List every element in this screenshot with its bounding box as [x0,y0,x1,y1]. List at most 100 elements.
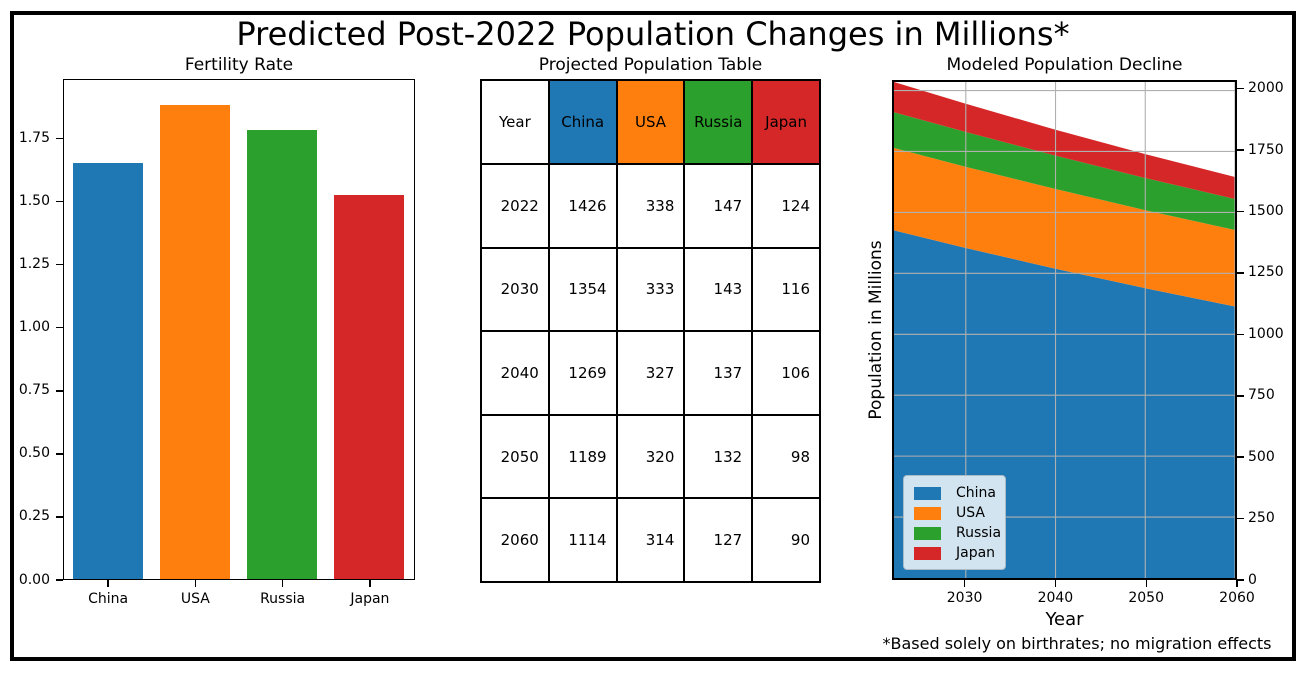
y-tick-mark [1237,272,1244,274]
table-header-year: Year [480,79,550,165]
x-tick-mark [1054,580,1057,587]
y-tick-label: 2000 [1248,80,1284,97]
y-tick-mark [1237,333,1244,335]
table-header-japan: Japan [751,79,821,165]
x-tick-mark [963,580,966,587]
table-cell: 333 [615,246,686,333]
table-cell: 1269 [547,330,618,416]
bar-usa [159,104,230,579]
legend-item-japan: Japan [914,543,1005,563]
legend-color-usa [914,506,941,520]
footnote: *Based solely on birthrates; no migratio… [882,634,1272,653]
fertility-bar-chart [63,79,415,580]
table-cell: 127 [683,497,754,583]
legend-item-russia: Russia [914,523,1005,543]
table-cell: 124 [751,163,821,249]
y-tick-label: 0 [1248,571,1257,588]
table-row: 2022 1426 338 147 124 [480,163,821,249]
x-tick-label: 2050 [1128,590,1164,606]
area-y-axis-label: Population in Millions [866,240,886,420]
y-tick-mark [56,137,63,140]
y-tick-label: 250 [1248,510,1275,527]
population-decline-chart: China USA Russia Japan [892,80,1237,580]
table-row: 2040 1269 327 137 106 [480,330,821,416]
x-tick-mark [107,580,109,587]
x-tick-label: USA [180,591,210,607]
y-tick-label: 0.75 [18,382,50,399]
y-tick-mark [56,579,63,581]
area-usa [894,148,1235,307]
area-russia [894,112,1235,230]
table-cell: 90 [751,497,821,583]
table-cell: 1114 [547,497,618,583]
y-tick-mark [1237,517,1244,520]
y-tick-mark [1237,210,1244,213]
table-cell: 106 [751,330,821,416]
area-japan [894,82,1235,199]
table-header-row: Year China USA Russia Japan [480,79,821,165]
y-tick-label: 1.00 [18,319,50,336]
table-cell: 2030 [480,246,550,333]
y-tick-label: 1.50 [18,192,50,209]
y-tick-mark [56,516,63,518]
y-tick-label: 1750 [1248,141,1284,158]
y-tick-label: 0.00 [18,571,50,588]
y-tick-mark [56,200,63,203]
y-tick-mark [1237,149,1244,151]
y-tick-label: 750 [1248,387,1275,404]
table-cell: 2060 [480,497,550,583]
x-tick-mark [281,580,284,587]
table-cell: 1354 [547,246,618,333]
table-cell: 2040 [480,330,550,416]
y-tick-label: 500 [1248,448,1275,465]
legend-item-china: China [914,483,1005,503]
y-tick-mark [56,263,63,266]
figure-frame: Predicted Post-2022 Population Changes i… [10,11,1296,661]
table-cell: 1426 [547,163,618,249]
table-cell: 2050 [480,413,550,500]
x-tick-label: China [88,591,129,607]
legend-color-russia [914,526,941,540]
y-tick-label: 1000 [1248,325,1284,342]
table-cell: 147 [683,163,754,249]
x-tick-label: 2060 [1219,590,1255,606]
table-cell: 320 [615,413,686,500]
x-tick-mark [1145,580,1147,587]
y-tick-mark [1237,87,1244,90]
table-cell: 1189 [547,413,618,500]
x-tick-label: 2040 [1037,590,1074,606]
x-tick-mark [194,580,197,587]
population-table: Year China USA Russia Japan 2022 1426 338 147 124… [480,79,821,583]
chart-legend: China USA Russia Japan [903,475,1006,570]
table-cell: 2022 [480,163,550,249]
bar-russia [247,129,318,579]
table-title: Projected Population Table [538,55,763,75]
bar-china [72,162,143,579]
y-tick-mark [1237,395,1244,397]
table-row: 2060 1114 314 127 90 [480,497,821,583]
table-cell: 98 [751,413,821,500]
legend-label: Russia [956,525,1002,541]
table-header-usa: USA [615,79,686,165]
legend-item-usa: USA [914,503,1005,523]
table-cell: 116 [751,246,821,333]
table-row: 2050 1189 320 132 98 [480,413,821,500]
y-tick-label: 0.50 [18,445,50,462]
table-cell: 143 [683,246,754,333]
table-cell: 327 [615,330,686,416]
legend-label: Japan [956,545,996,561]
x-tick-mark [1236,580,1238,587]
y-tick-mark [1237,579,1244,581]
y-tick-label: 1.25 [18,256,50,272]
area-chart-title: Modeled Population Decline [946,55,1183,75]
x-tick-label: Japan [350,591,390,607]
bar-japan [334,195,405,579]
y-tick-label: 1250 [1248,264,1284,281]
y-tick-mark [1237,456,1244,458]
legend-label: China [956,485,996,501]
y-tick-label: 1.75 [18,129,50,146]
area-x-axis-label: Year [1045,609,1084,630]
legend-color-japan [914,546,941,560]
y-tick-mark [56,326,63,329]
bar-chart-title: Fertility Rate [184,55,294,75]
